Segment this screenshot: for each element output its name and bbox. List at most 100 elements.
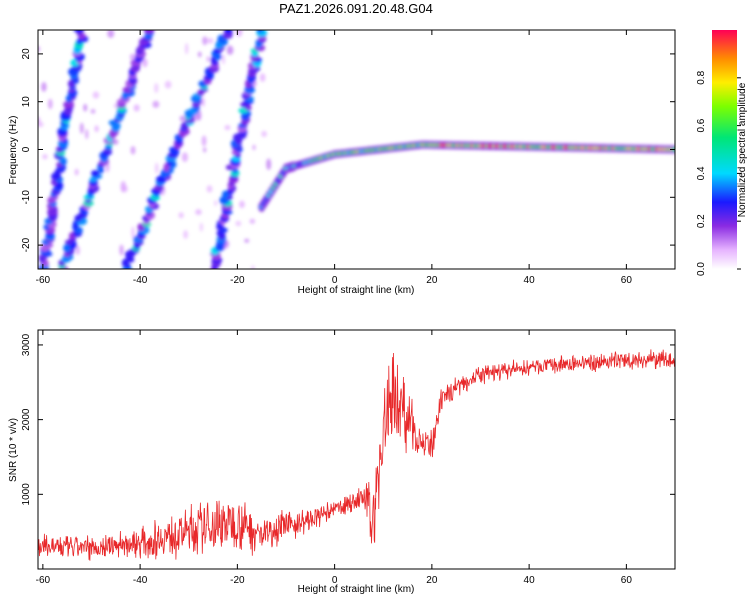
heatmap-speckle — [261, 130, 267, 137]
heatmap-speckle — [107, 30, 115, 38]
snr-xtick-label: -60 — [36, 575, 51, 586]
heatmap-panel: -60 -40 -20 0 20 40 60 -20 -10 0 10 20 Height of st… — [8, 29, 676, 296]
heatmap-speckle — [154, 162, 159, 174]
heatmap-speckle — [164, 80, 172, 89]
heatmap-speckle — [206, 185, 213, 193]
heatmap-speckle — [201, 135, 207, 147]
heatmap-xlabel: Height of straight line (km) — [298, 285, 415, 296]
heatmap-stripe-3 — [163, 162, 170, 172]
heatmap-speckle — [130, 145, 136, 155]
heatmap-speckle — [74, 168, 79, 176]
snr-ytick-label: 1000 — [21, 483, 32, 506]
snr-xtick-label: -20 — [230, 575, 245, 586]
colorbar-gradient — [712, 30, 737, 269]
heatmap-speckle — [266, 158, 272, 171]
snr-ylabel: SNR (10 * v/v) — [8, 418, 19, 482]
heatmap-speckle — [79, 122, 84, 134]
heatmap-speckle — [181, 152, 189, 163]
snr-xtick-label: 60 — [621, 575, 633, 586]
heatmap-speckle — [38, 121, 44, 128]
heatmap-speckle — [214, 200, 218, 207]
colorbar-label: Normalized spectral amplitude — [737, 82, 748, 217]
colorbar-tick-label: 0.8 — [696, 70, 707, 84]
heatmap-speckle — [197, 51, 202, 58]
heatmap-speckle — [133, 104, 140, 112]
snr-layer — [38, 349, 675, 561]
heatmap-stripe-2 — [63, 243, 71, 253]
heatmap-speckle — [235, 30, 243, 37]
heatmap-xtick-label: -60 — [36, 275, 51, 286]
heatmap-xtick-label: 40 — [524, 275, 536, 286]
heatmap-speckle — [129, 53, 136, 61]
heatmap-speckle — [179, 115, 186, 122]
snr-ytick-label: 3000 — [21, 333, 32, 356]
snr-panel: -60 -40 -20 0 20 40 60 1000 2000 3000 Height of s… — [8, 329, 676, 595]
snr-ticks: -60 -40 -20 0 20 40 60 1000 2000 3000 — [21, 330, 675, 586]
heatmap-speckle — [152, 100, 160, 108]
heatmap-speckle — [221, 53, 226, 65]
colorbar-tick-label: 0.6 — [696, 118, 707, 132]
heatmap-blobs — [38, 30, 675, 269]
heatmap-speckle — [235, 220, 242, 227]
heatmap-xtick-label: 60 — [621, 275, 633, 286]
heatmap-speckle — [94, 125, 99, 133]
heatmap-stripe-2 — [91, 170, 100, 177]
heatmap-stripe-1 — [73, 30, 85, 33]
snr-xtick-label: 40 — [524, 575, 536, 586]
heatmap-stripe-4 — [256, 30, 264, 33]
snr-xtick-label: 0 — [332, 575, 338, 586]
colorbar-tick-label: 0.0 — [696, 262, 707, 276]
heatmap-speckle — [199, 222, 204, 232]
heatmap-speckle — [85, 129, 89, 140]
heatmap-speckle — [185, 43, 189, 55]
heatmap-speckle — [259, 73, 266, 82]
heatmap-speckle — [119, 244, 124, 256]
colorbar-tick-label: 0.2 — [696, 214, 707, 228]
heatmap-speckle — [244, 238, 250, 243]
heatmap-speckle — [42, 154, 48, 160]
heatmap-speckle — [120, 181, 127, 193]
snr-xtick-label: -40 — [133, 575, 148, 586]
heatmap-speckle — [251, 265, 255, 269]
heatmap-stripe-2 — [143, 30, 155, 34]
heatmap-speckle — [249, 218, 256, 224]
heatmap-speckle — [41, 81, 47, 92]
heatmap-speckle — [142, 58, 148, 68]
heatmap-xtick-label: -20 — [230, 275, 245, 286]
heatmap-xtick-label: -40 — [133, 275, 148, 286]
heatmap-speckle — [38, 46, 41, 52]
heatmap-ytick-label: -20 — [21, 237, 32, 252]
snr-plot-area — [38, 330, 675, 569]
heatmap-speckle — [92, 91, 100, 99]
heatmap-stripe-3 — [224, 30, 233, 34]
heatmap-speckle — [206, 56, 210, 63]
heatmap-ytick-label: -10 — [21, 190, 32, 205]
heatmap-ytick-label: 10 — [21, 96, 32, 108]
heatmap-speckle — [195, 209, 202, 216]
heatmap-speckle — [83, 103, 88, 112]
heatmap-speckle — [183, 230, 189, 239]
snr-ytick-label: 2000 — [21, 408, 32, 431]
heatmap-stripe-2 — [108, 120, 118, 126]
colorbar-tick-label: 0.4 — [696, 166, 707, 180]
chart-title: PAZ1.2026.091.20.48.G04 — [279, 1, 433, 16]
heatmap-speckle — [226, 45, 234, 55]
heatmap-speckle — [154, 83, 159, 94]
heatmap-speckle — [131, 226, 135, 239]
heatmap-ylabel: Frequency (Hz) — [8, 116, 19, 185]
heatmap-speckle — [178, 212, 184, 219]
heatmap-speckle — [252, 144, 256, 151]
heatmap-speckle — [224, 125, 231, 131]
heatmap-speckle — [201, 97, 205, 107]
heatmap-speckle — [90, 109, 96, 114]
snr-series-line — [38, 349, 675, 561]
heatmap-xtick-label: 0 — [332, 275, 338, 286]
heatmap-ticks: -60 -40 -20 0 20 40 60 -20 -10 0 10 20 — [21, 30, 675, 286]
heatmap-speckle — [203, 147, 207, 153]
snr-xtick-label: 20 — [426, 575, 438, 586]
heatmap-speckle — [239, 200, 245, 209]
heatmap-xtick-label: 20 — [426, 275, 438, 286]
heatmap-layer — [38, 30, 675, 269]
colorbar-ticks: 0.0 0.2 0.4 0.6 0.8 — [696, 70, 741, 276]
